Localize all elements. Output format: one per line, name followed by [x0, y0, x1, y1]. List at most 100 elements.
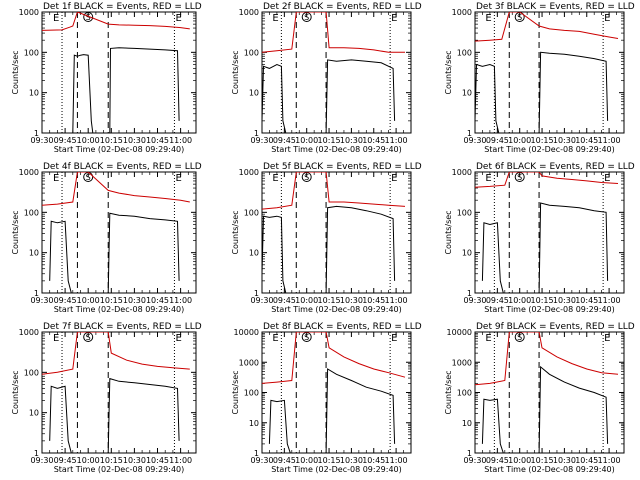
y-axis-label: Counts/sec — [11, 50, 20, 94]
x-tick-label: 09:30 — [30, 456, 53, 465]
y-axis-label: Counts/sec — [11, 210, 20, 254]
x-tick-label: 10:45 — [575, 456, 598, 465]
plot-frame — [261, 11, 412, 134]
x-tick-label: 10:45 — [146, 136, 169, 145]
plot-frame — [474, 171, 625, 294]
middle-marker-label: S — [304, 13, 309, 22]
x-tick-label: 09:45 — [54, 456, 77, 465]
series-line-lld — [42, 332, 190, 375]
middle-marker-label: S — [517, 13, 522, 22]
end-marker-label: E — [175, 333, 181, 344]
end-marker-label: E — [391, 173, 397, 184]
x-tick-label: 09:45 — [54, 136, 77, 145]
x-tick-label: 10:45 — [575, 296, 598, 305]
detector-plot-9: Det 9f BLACK = Events, RED = LLD 1 10 100 10… — [444, 322, 635, 474]
x-tick-label: 10:45 — [146, 456, 169, 465]
series-line-events — [481, 365, 609, 453]
x-tick-label: 09:30 — [463, 456, 486, 465]
series-line-lld — [475, 12, 619, 42]
x-tick-label: 10:30 — [340, 456, 363, 465]
x-tick-label: 09:30 — [250, 296, 273, 305]
x-tick-label: 09:30 — [30, 296, 53, 305]
x-tick-label: 10:15 — [100, 136, 123, 145]
series-line-lld — [42, 172, 190, 206]
y-tick-label: 1000 — [19, 328, 39, 337]
x-tick-label: 10:15 — [531, 296, 554, 305]
x-axis-label: Start Time (02-Dec-08 09:29:40) — [54, 465, 185, 474]
y-tick-label: 10 — [462, 419, 472, 428]
y-tick-label: 100 — [457, 48, 472, 57]
x-tick-label: 10:15 — [531, 136, 554, 145]
series-line-lld — [475, 172, 619, 188]
x-tick-label: 10:00 — [508, 136, 531, 145]
detector-plot-1: Det 1f BLACK = Events, RED = LLD 1 10 100 10… — [11, 2, 202, 154]
y-tick-label: 100 — [244, 48, 259, 57]
start-marker-label: E — [485, 333, 491, 344]
series-line-events — [262, 59, 396, 133]
start-marker-label: E — [53, 13, 59, 24]
detector-plot-8: Det 8f BLACK = Events, RED = LLD 1 10 100 10… — [231, 322, 422, 474]
plot-series-group — [262, 12, 405, 133]
y-tick-label: 100 — [24, 48, 39, 57]
detector-plot-2: Det 2f BLACK = Events, RED = LLD 1 10 100 10… — [231, 2, 422, 154]
plot-series-group — [262, 332, 406, 453]
y-tick-label: 1 — [467, 289, 472, 298]
middle-marker-label: S — [86, 333, 91, 342]
plot-frame — [261, 331, 412, 454]
x-tick-label: 10:15 — [100, 456, 123, 465]
x-tick-label: 10:15 — [318, 456, 341, 465]
x-tick-label: 11:00 — [169, 296, 192, 305]
series-line-events — [481, 202, 609, 293]
x-axis-label: Start Time (02-Dec-08 09:29:40) — [54, 305, 185, 314]
x-tick-label: 11:00 — [385, 136, 408, 145]
series-line-lld — [262, 332, 406, 384]
x-tick-label: 11:00 — [598, 136, 621, 145]
start-marker-label: E — [272, 13, 278, 24]
detector-plot-3: Det 3f BLACK = Events, RED = LLD 1 10 100 10… — [444, 2, 635, 154]
x-tick-label: 09:45 — [486, 456, 509, 465]
x-tick-label: 11:00 — [598, 456, 621, 465]
detector-plot-6: Det 6f BLACK = Events, RED = LLD 1 10 100 10… — [444, 162, 635, 314]
middle-marker-label: S — [517, 173, 522, 182]
y-tick-label: 1000 — [239, 358, 259, 367]
x-tick-label: 10:15 — [100, 296, 123, 305]
x-tick-label: 11:00 — [169, 136, 192, 145]
series-line-lld — [475, 332, 619, 386]
y-tick-label: 10 — [249, 249, 259, 258]
y-axis-label: Counts/sec — [444, 370, 453, 414]
x-tick-label: 10:30 — [340, 136, 363, 145]
start-marker-label: E — [485, 13, 491, 24]
middle-marker-circle — [83, 12, 94, 22]
y-tick-label: 10 — [249, 89, 259, 98]
x-tick-label: 10:30 — [123, 136, 146, 145]
y-tick-label: 1 — [467, 449, 472, 458]
y-axis-label: Counts/sec — [444, 210, 453, 254]
y-axis-label: Counts/sec — [231, 50, 240, 94]
detector-plot-4: Det 4f BLACK = Events, RED = LLD 1 10 100 10… — [11, 162, 202, 314]
start-marker-label: E — [53, 173, 59, 184]
y-tick-label: 100 — [457, 389, 472, 398]
y-tick-label: 10 — [462, 249, 472, 258]
x-axis-label: Start Time (02-Dec-08 09:29:40) — [271, 305, 402, 314]
y-tick-label: 1000 — [239, 168, 259, 177]
plot-series-group — [475, 172, 619, 293]
x-axis-label: Start Time (02-Dec-08 09:29:40) — [271, 145, 402, 154]
y-tick-label: 1000 — [19, 8, 39, 17]
plot-title: Det 5f BLACK = Events, RED = LLD — [263, 162, 422, 172]
x-tick-label: 09:30 — [463, 136, 486, 145]
y-axis-label: Counts/sec — [444, 50, 453, 94]
x-tick-label: 11:00 — [385, 296, 408, 305]
x-tick-label: 09:45 — [273, 136, 296, 145]
plot-title: Det 8f BLACK = Events, RED = LLD — [263, 322, 422, 332]
x-tick-label: 10:45 — [362, 456, 385, 465]
y-tick-label: 10000 — [447, 328, 472, 337]
y-tick-label: 1000 — [452, 8, 472, 17]
plot-series-group — [42, 12, 190, 133]
plot-title: Det 9f BLACK = Events, RED = LLD — [476, 322, 635, 332]
x-tick-label: 10:45 — [362, 136, 385, 145]
series-line-lld — [42, 12, 190, 31]
middle-marker-label: S — [304, 333, 309, 342]
y-tick-label: 100 — [244, 208, 259, 217]
y-tick-label: 10 — [29, 249, 39, 258]
plot-frame — [261, 171, 412, 294]
